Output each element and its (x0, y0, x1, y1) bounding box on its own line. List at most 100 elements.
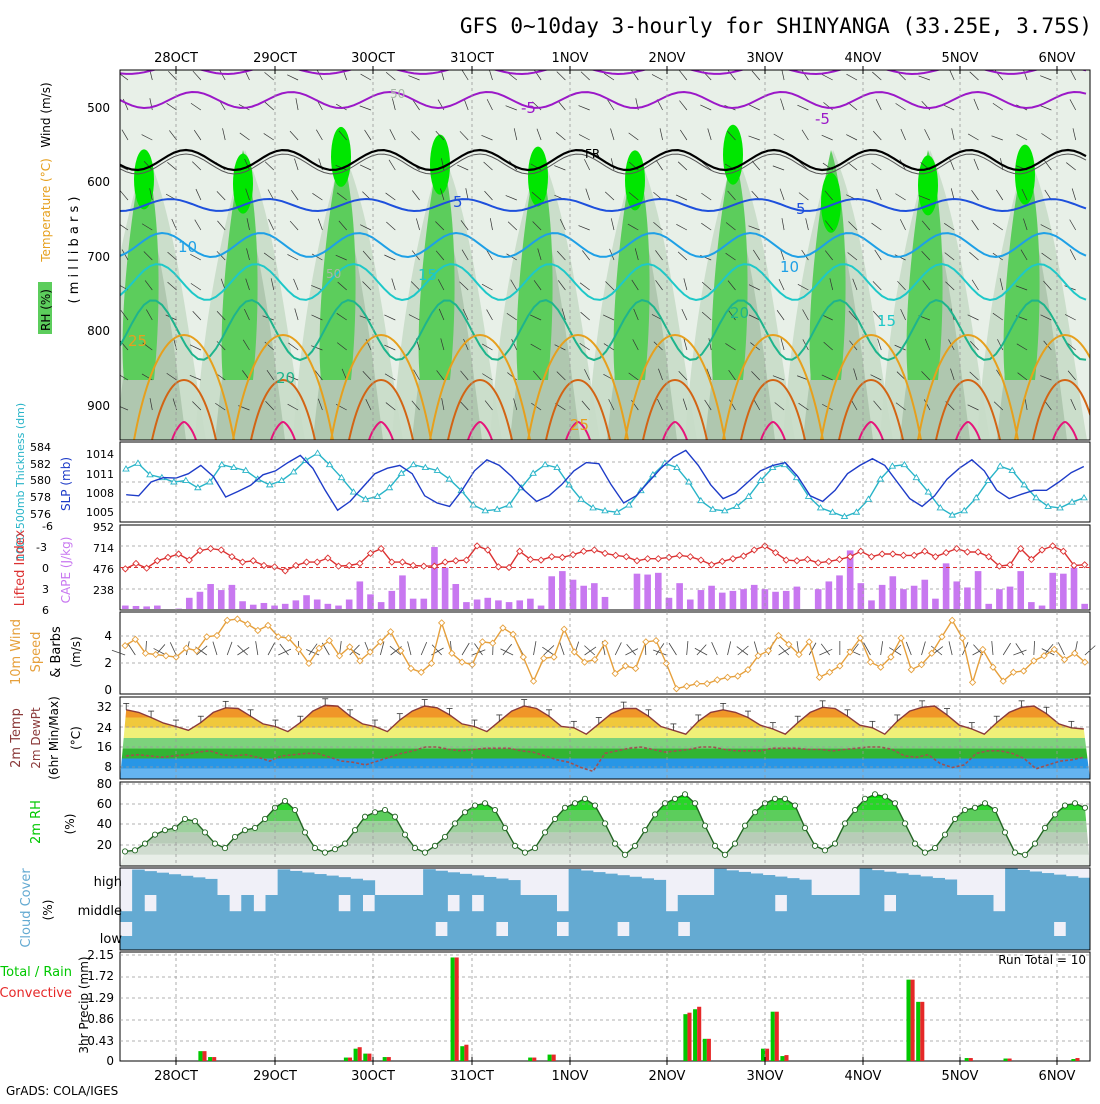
cloud-cell (678, 936, 691, 950)
top-label-30oct: 30OCT (351, 51, 395, 66)
temp-tick-16: 16 (97, 740, 112, 754)
cloud-cell (775, 911, 788, 922)
cape-bar (506, 602, 513, 609)
cloud-cell (363, 880, 376, 895)
cloud-cell (435, 936, 448, 950)
cape-bar (676, 583, 683, 609)
cape-bar (239, 601, 246, 609)
rh2m-point (542, 830, 547, 835)
precip-tick-0.43: 0.43 (87, 1034, 114, 1048)
slp-left-tick-582: 582 (30, 458, 51, 471)
rh2m-point (972, 805, 977, 810)
rh2m-point (122, 849, 127, 854)
li-tick-6: 6 (42, 604, 49, 617)
rh2m-point (632, 843, 637, 848)
rh2m-point (462, 810, 467, 815)
precip-conv-bar (1075, 1058, 1079, 1061)
cloud-cell (641, 922, 654, 950)
cape-bar (154, 606, 161, 609)
cape-bar (495, 600, 502, 609)
cape-bar (1028, 602, 1035, 609)
cape-bar (1049, 573, 1056, 609)
cloud-cell (302, 922, 315, 950)
slp-left-tick-580: 580 (30, 474, 51, 487)
li-tick-m3: -3 (36, 541, 47, 554)
precip-total-bar (965, 1058, 969, 1061)
rh2m-point (362, 814, 367, 819)
cloud-cell (363, 922, 376, 950)
rh2m-point (292, 807, 297, 812)
cloud-cell (460, 922, 473, 950)
cloud-cell (1005, 868, 1018, 895)
wind-label-unit: (m/s) (69, 636, 83, 667)
cape-bar (548, 576, 555, 609)
cloud-cell (435, 895, 448, 922)
rh2m-point (202, 830, 207, 835)
cape-bar (889, 576, 896, 609)
rh2m-point (402, 832, 407, 837)
cloud-cell (787, 922, 800, 950)
precip-conv-bar (911, 980, 915, 1061)
cloud-cell (290, 922, 303, 950)
contour-label-50a: 50 (390, 87, 405, 101)
rh2m-point (502, 825, 507, 830)
cape-bar (964, 587, 971, 609)
cloud-cell (205, 895, 218, 922)
cloud-cell (508, 922, 521, 950)
cloud-cell (593, 922, 606, 950)
cape-bar (229, 585, 236, 609)
cloud-cell (557, 936, 570, 950)
cloud-cell (241, 922, 254, 950)
cloud-cell (520, 895, 533, 922)
cape-label: CAPE (J/kg) (59, 537, 73, 604)
cloud-cell (193, 877, 206, 895)
cloud-cell (156, 922, 169, 950)
cloud-cell (569, 869, 582, 895)
cloud-cell (957, 922, 970, 950)
cloud-cell (823, 922, 836, 950)
rh2m-point (322, 850, 327, 855)
cloud-cell (1054, 875, 1067, 895)
cape-bar (879, 585, 886, 609)
cloud-cell (605, 895, 618, 922)
rh2m-point (812, 843, 817, 848)
cloud-cell (1078, 895, 1091, 922)
cape-bar (559, 571, 566, 609)
cloud-cell (144, 911, 157, 922)
cape-bar (719, 593, 726, 609)
cloud-cell (848, 922, 861, 950)
contour-label-10b: 10 (780, 258, 799, 276)
bottom-label-5nov: 5NOV (942, 1069, 979, 1084)
cloud-cell (132, 922, 145, 950)
top-label-4nov: 4NOV (845, 51, 882, 66)
cape-bar (186, 598, 193, 609)
cloud-cell (193, 895, 206, 922)
rh2m-point (702, 823, 707, 828)
rh-label-unit: (%) (63, 814, 77, 835)
precip-conv-bar (367, 1054, 371, 1061)
rh2m-point (682, 792, 687, 797)
cloud-cell (605, 874, 618, 895)
cloud-cell (617, 875, 630, 895)
cloud-cell (326, 922, 339, 950)
wind-label-c: & Barbs (49, 626, 64, 678)
rh2m-point (712, 843, 717, 848)
cloud-cell (654, 880, 667, 895)
cloud-cell (520, 922, 533, 950)
cloud-cell (738, 922, 751, 950)
cloud-cell (787, 895, 800, 922)
rh2m-point (302, 830, 307, 835)
cape-bar (335, 606, 342, 609)
cloud-cell (993, 911, 1006, 922)
cape-bar (527, 599, 534, 609)
cloud-cell (532, 922, 545, 950)
slp-right-tick-1008: 1008 (86, 487, 114, 500)
precip-frame (120, 952, 1090, 1061)
rh2m-point (822, 848, 827, 853)
cape-bar (826, 581, 833, 609)
cloud-cell (629, 895, 642, 922)
precip-conv-bar (532, 1058, 536, 1061)
rh2m-point (262, 816, 267, 821)
cape-bar (783, 591, 790, 609)
cloud-cell (266, 922, 279, 950)
